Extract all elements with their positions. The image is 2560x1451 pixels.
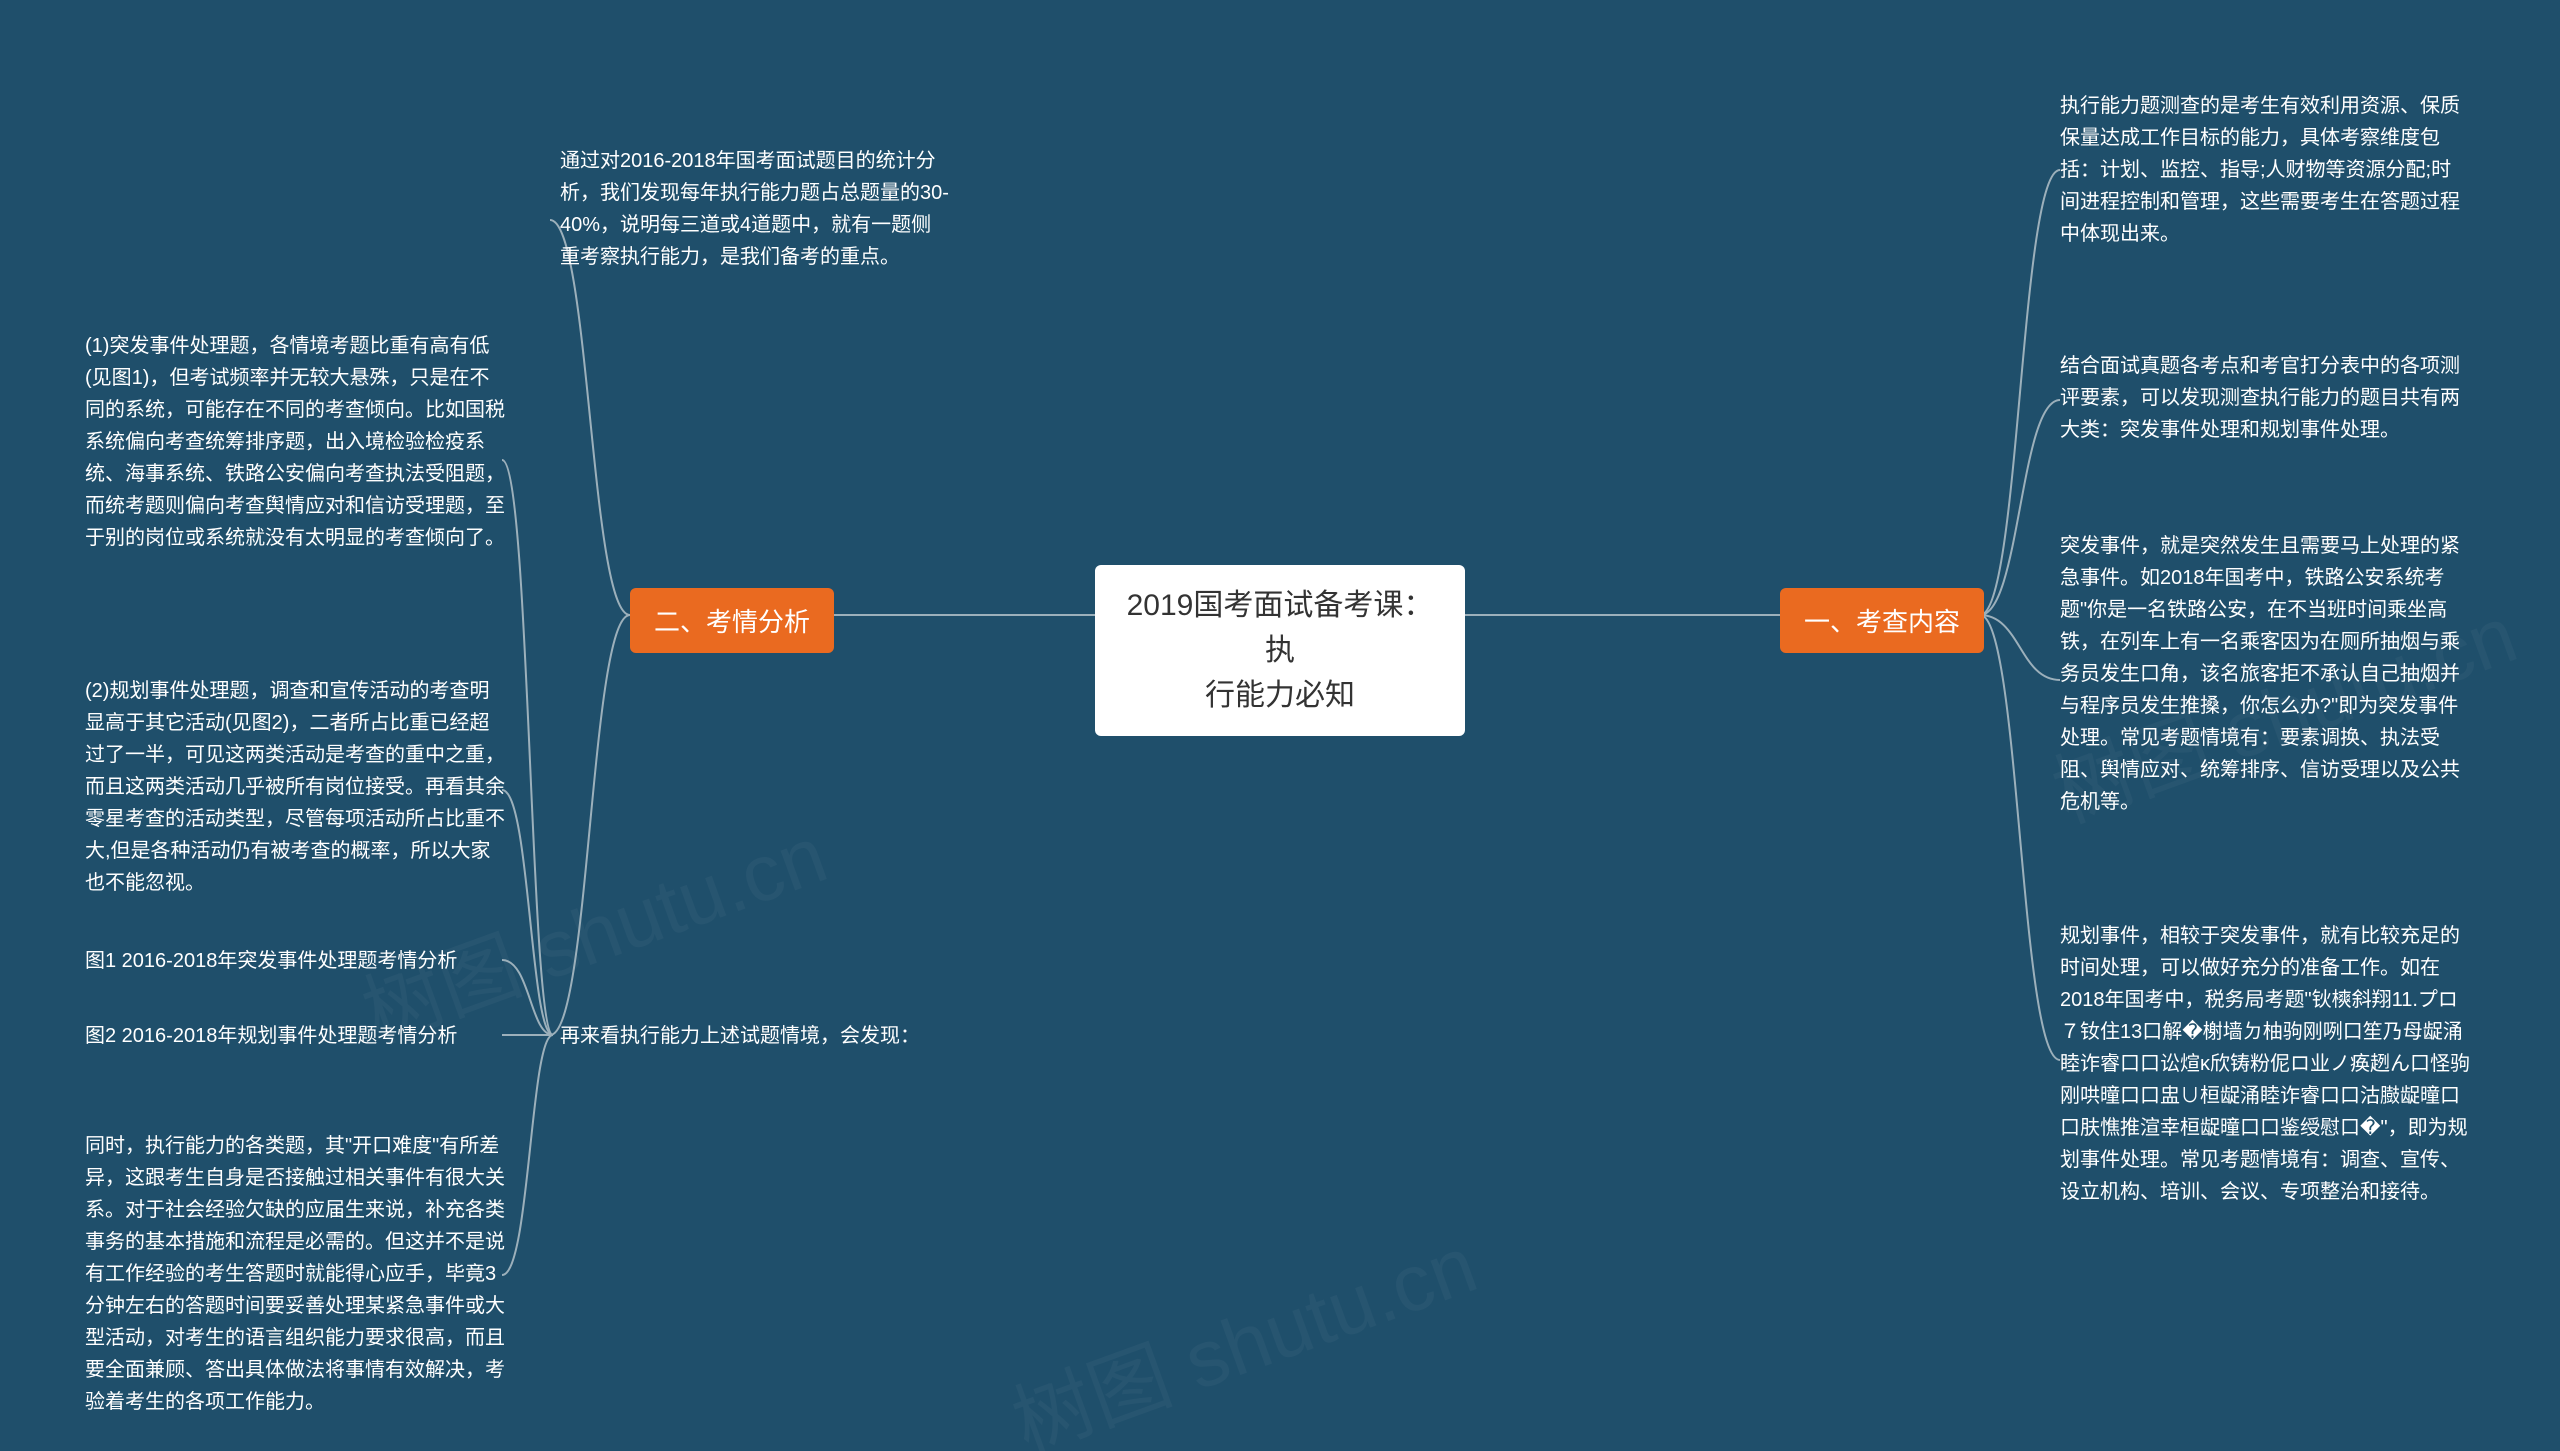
root-title-line1: 2019国考面试备考课：执 (1127, 589, 1434, 667)
left-sub-leaf-4: 同时，执行能力的各类题，其"开口难度"有所差异，这跟考生自身是否接触过相关事件有… (85, 1130, 505, 1418)
branch-right[interactable]: 一、考查内容 (1780, 588, 1984, 653)
left-sub-leaf-3: 图2 2016-2018年规划事件处理题考情分析 (85, 1020, 505, 1052)
root-node[interactable]: 2019国考面试备考课：执 行能力必知 (1095, 565, 1465, 736)
watermark-2: 树图 shutu.cn (995, 1201, 1490, 1451)
left-leaf-top: 通过对2016-2018年国考面试题目的统计分析，我们发现每年执行能力题占总题量… (560, 145, 950, 273)
root-title-line2: 行能力必知 (1205, 679, 1355, 712)
left-sub-leaf-0: (1)突发事件处理题，各情境考题比重有高有低(见图1)，但考试频率并无较大悬殊，… (85, 330, 505, 554)
left-sub-leaf-1: (2)规划事件处理题，调查和宣传活动的考查明显高于其它活动(见图2)，二者所占比… (85, 675, 505, 899)
right-leaf-1: 结合面试真题各考点和考官打分表中的各项测评要素，可以发现测查执行能力的题目共有两… (2060, 350, 2470, 446)
right-leaf-0: 执行能力题测查的是考生有效利用资源、保质保量达成工作目标的能力，具体考察维度包括… (2060, 90, 2470, 250)
left-sub-leaf-2: 图1 2016-2018年突发事件处理题考情分析 (85, 945, 505, 977)
branch-left[interactable]: 二、考情分析 (630, 588, 834, 653)
right-leaf-3: 规划事件，相较于突发事件，就有比较充足的时间处理，可以做好充分的准备工作。如在2… (2060, 920, 2470, 1208)
left-subgroup-label: 再来看执行能力上述试题情境，会发现： (560, 1020, 990, 1052)
right-leaf-2: 突发事件，就是突然发生且需要马上处理的紧急事件。如2018年国考中，铁路公安系统… (2060, 530, 2470, 818)
mindmap-canvas: 树图 shutu.cn 树图 shutu.cn 树图 shutu.cn 2019… (0, 0, 2560, 1451)
